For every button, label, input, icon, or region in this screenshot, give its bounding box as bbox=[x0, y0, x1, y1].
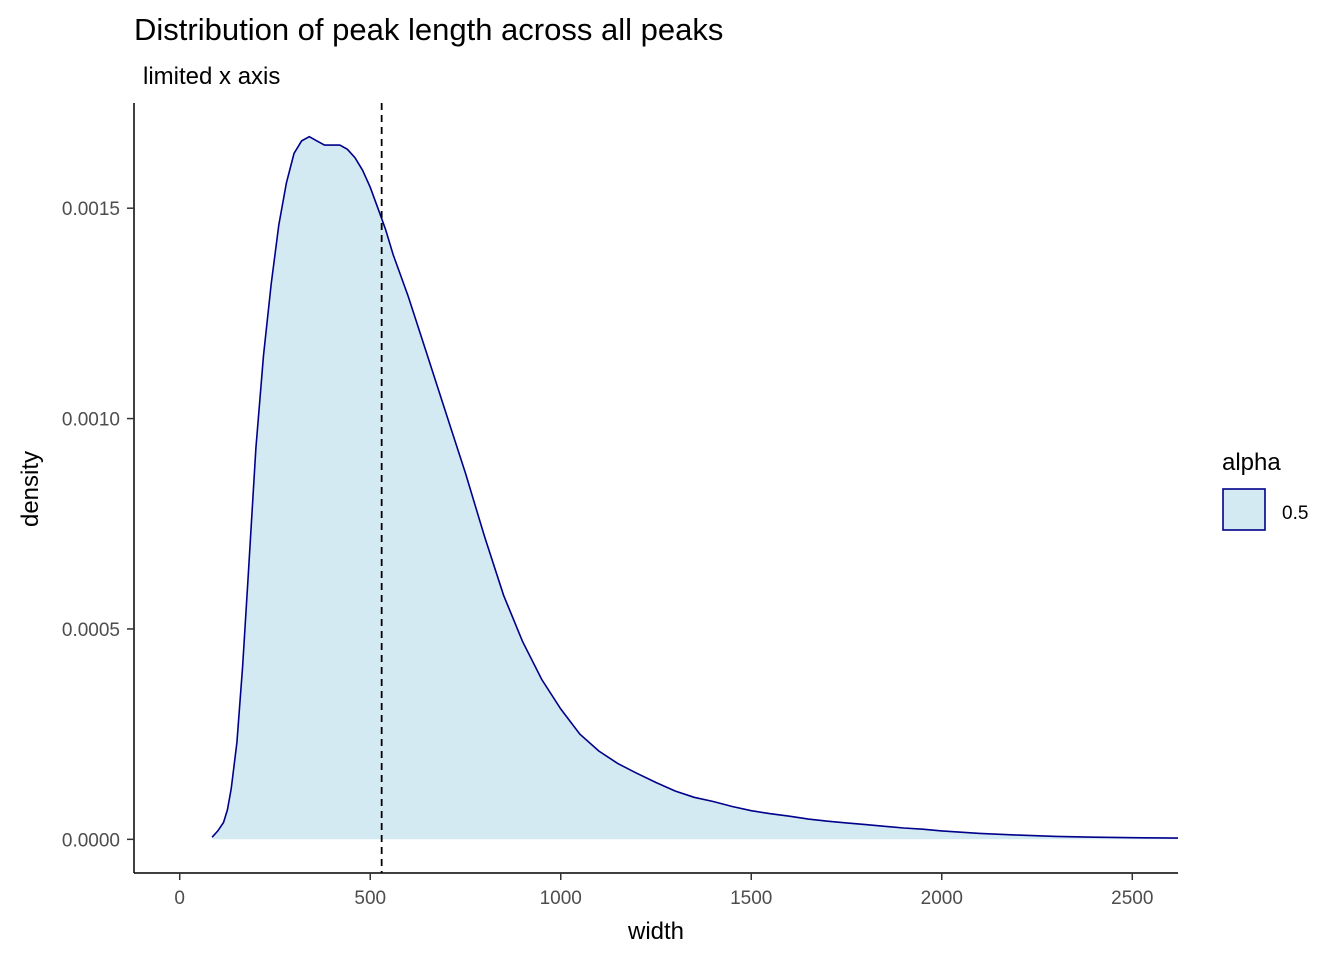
legend-key bbox=[1222, 488, 1266, 531]
x-axis-title: width bbox=[627, 918, 684, 945]
density-area bbox=[212, 136, 1179, 840]
y-axis-ticks: 0.0000 0.0005 0.0010 0.0015 bbox=[62, 199, 134, 851]
chart-subtitle: limited x axis bbox=[143, 63, 280, 90]
legend-title: alpha bbox=[1222, 449, 1281, 476]
y-tick-label: 0.0015 bbox=[62, 199, 120, 220]
x-axis-ticks: 0 500 1000 1500 2000 2500 bbox=[174, 873, 1153, 909]
y-tick-label: 0.0000 bbox=[62, 830, 120, 851]
x-tick-label: 1500 bbox=[730, 888, 772, 909]
density-line bbox=[211, 135, 1179, 839]
plot-area bbox=[211, 103, 1179, 873]
chart-title: Distribution of peak length across all p… bbox=[134, 12, 723, 47]
y-tick-label: 0.0005 bbox=[62, 620, 120, 641]
legend: alpha 0.5 bbox=[1222, 449, 1308, 531]
y-axis-title: density bbox=[17, 451, 44, 527]
y-tick-label: 0.0010 bbox=[62, 410, 120, 431]
legend-label: 0.5 bbox=[1282, 503, 1308, 524]
x-tick-label: 500 bbox=[354, 888, 386, 909]
x-tick-label: 0 bbox=[174, 888, 185, 909]
x-tick-label: 2000 bbox=[921, 888, 963, 909]
x-tick-label: 1000 bbox=[540, 888, 582, 909]
x-tick-label: 2500 bbox=[1111, 888, 1153, 909]
